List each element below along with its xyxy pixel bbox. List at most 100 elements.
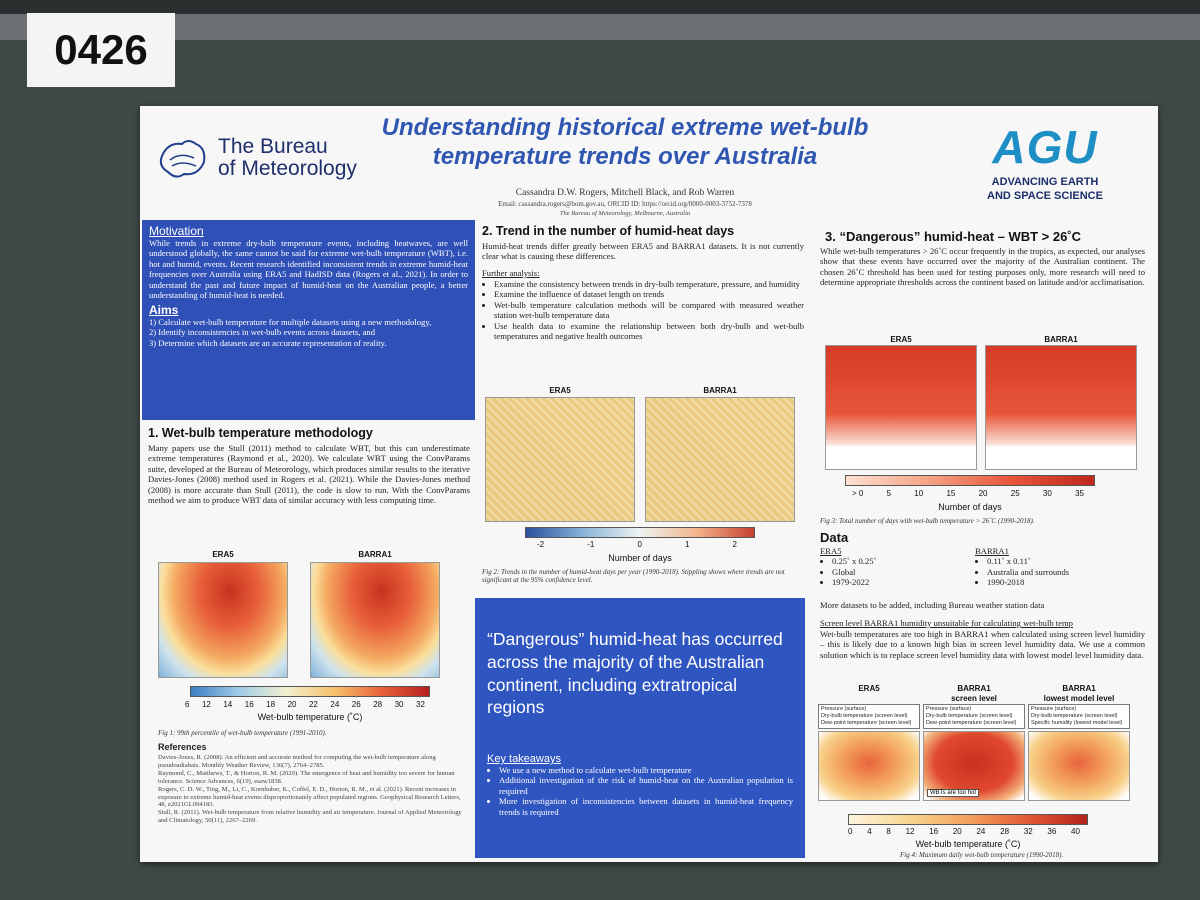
list-item: 30 [1042, 489, 1052, 498]
list-item: 36 [1047, 827, 1057, 836]
list-item: More investigation of inconsistencies be… [499, 796, 793, 817]
booth-number: 0426 [27, 13, 175, 87]
list-item: BARRA1 [957, 684, 991, 693]
dataset: ERA5 0.25˚ x 0.25˚Global1979-2022 [820, 546, 970, 588]
bom-name: The Bureau of Meteorology [218, 135, 357, 181]
dataset-list: 0.11˚ x 0.11˚Australia and surrounds1990… [975, 556, 1140, 587]
list-item: Use health data to examine the relations… [494, 321, 804, 342]
list-item: 0 [637, 540, 642, 549]
aims-list: 1) Calculate wet-bulb temperature for mu… [149, 317, 468, 348]
list-item: Davies-Jones, R. (2008). An efficient an… [158, 754, 436, 769]
agu-tagline: ADVANCING EARTH AND SPACE SCIENCE [965, 176, 1125, 204]
list-item: Raymond, C., Matthews, T., & Horton, R. … [158, 769, 455, 785]
list-item: 16 [929, 827, 939, 836]
list-item: 1) Calculate wet-bulb temperature for mu… [149, 316, 432, 327]
list-item: Pressure (surface) [821, 706, 867, 712]
figure-4: ERA5 Pressure (surface) Dry-bulb temperatu… [818, 684, 1146, 814]
list-item: The Bureau [218, 135, 328, 158]
takeaways-list: We use a new method to calculate wet-bul… [487, 765, 793, 817]
list-item: 20 [287, 700, 297, 709]
bom-logo [159, 140, 206, 178]
colorbar [525, 527, 755, 538]
list-item: Wet-bulb temperature calculation methods… [494, 300, 804, 321]
board-rail [0, 0, 1200, 14]
authors: Cassandra D.W. Rogers, Mitchell Black, a… [515, 188, 735, 198]
list-item: 32 [1023, 827, 1033, 836]
panel-title: BARRA1 screen level [923, 684, 1025, 704]
list-item: Stull, R. (2011). Wet-bulb temperature f… [158, 809, 462, 825]
list-item: 8 [886, 827, 891, 836]
list-item: 0 [848, 827, 853, 836]
list-item: 2) Identify inconsistencies in wet-bulb … [149, 327, 376, 338]
list-item: AND SPACE SCIENCE [987, 189, 1103, 202]
panel-legend: Pressure (surface) Dry-bulb temperature (… [1028, 704, 1130, 729]
list-item: 25 [1010, 489, 1020, 498]
map [158, 562, 288, 678]
panel-legend: Pressure (surface) Dry-bulb temperature (… [923, 704, 1025, 729]
list-item: -2 [537, 540, 545, 549]
highlight-text: “Dangerous” humid-heat has occurred acro… [487, 629, 783, 718]
list-item: 28 [373, 700, 383, 709]
affiliation: The Bureau of Meteorology, Melbourne, Au… [559, 210, 691, 217]
section-heading: 1. Wet-bulb temperature methodology [148, 426, 373, 440]
list-item: 24 [976, 827, 986, 836]
panel-label: BARRA1 [358, 550, 392, 559]
list-item: 12 [905, 827, 915, 836]
list-item: Additional investigation of the risk of … [499, 775, 793, 796]
list-item: 22 [308, 700, 318, 709]
list-item: 35 [1075, 489, 1084, 498]
list-item: 14 [223, 700, 233, 709]
board-frame [0, 14, 1200, 40]
list-item: 5 [886, 489, 892, 498]
section-text: Humid-heat trends differ greatly between… [482, 241, 804, 262]
map [485, 397, 635, 522]
list-item: 15 [946, 489, 956, 498]
panel-title: BARRA1 lowest model level [1028, 684, 1130, 704]
highlight-box: “Dangerous” humid-heat has occurred acro… [475, 598, 805, 858]
section-text: Many papers use the Stull (2011) method … [148, 443, 470, 506]
analysis-list: Examine the consistency between trends i… [482, 279, 804, 342]
list-item: 24 [330, 700, 340, 709]
list-item: screen level [951, 693, 997, 703]
colorbar-ticks: 0 4 8 12 16 20 24 28 32 36 40 [848, 827, 1080, 836]
section-heading: 2. Trend in the number of humid-heat day… [482, 224, 735, 238]
list-item: Specific humidity (lowest model level) [1031, 719, 1123, 726]
list-item: Dry-bulb temperature (screen level) [926, 712, 1013, 719]
list-item: of Meteorology [218, 157, 357, 181]
colorbar-label: Number of days [608, 553, 672, 563]
list-item: 26 [351, 700, 361, 709]
list-item: Dew-point temperature (screen level) [821, 719, 912, 726]
list-item: 6 [185, 700, 190, 709]
dataset-list: 0.25˚ x 0.25˚Global1979-2022 [820, 556, 970, 587]
list-item: ADVANCING EARTH [991, 176, 1099, 188]
list-item: 1 [684, 540, 690, 549]
list-item: Rogers, C. D. W., Ting, M., Li, C., Korn… [158, 785, 461, 809]
list-item: Examine the influence of dataset length … [494, 289, 804, 299]
list-item: 0.25˚ x 0.25˚ [832, 556, 970, 566]
map [1028, 730, 1130, 801]
colorbar [190, 686, 430, 697]
colorbar-label: Wet-bulb temperature (˚C) [915, 839, 1021, 849]
map: WBTs are too hot [923, 730, 1025, 801]
email: Email: cassandra.rogers@bom.gov.au, ORCI… [498, 200, 752, 208]
dataset: BARRA1 0.11˚ x 0.11˚Australia and surrou… [975, 546, 1140, 588]
aims-heading: Aims [149, 302, 179, 317]
list-item: 18 [266, 700, 276, 709]
subheading: Further analysis: [482, 268, 540, 278]
list-item: BARRA1 [1062, 684, 1096, 693]
list-item: 16 [244, 700, 254, 709]
caption: Fig 4: Maximum daily wet-bulb temperatur… [900, 851, 1064, 859]
list-item: 32 [416, 700, 425, 709]
list-item: Dry-bulb temperature (screen level) [1031, 712, 1118, 719]
list-item: > 0 [852, 489, 864, 498]
panel: ERA5 Pressure (surface) Dry-bulb temperatu… [818, 684, 920, 801]
motivation-heading: Motivation [149, 224, 204, 238]
list-item: 2 [732, 540, 737, 549]
panel-legend: Pressure (surface) Dry-bulb temperature (… [818, 704, 920, 729]
list-item: Pressure (surface) [1031, 706, 1077, 712]
colorbar [845, 475, 1095, 486]
list-item: 0.11˚ x 0.11˚ [987, 556, 1140, 566]
map [310, 562, 440, 678]
section-text: While wet-bulb temperatures > 26˚C occur… [820, 246, 1145, 288]
takeaways-heading: Key takeaways [487, 753, 561, 765]
